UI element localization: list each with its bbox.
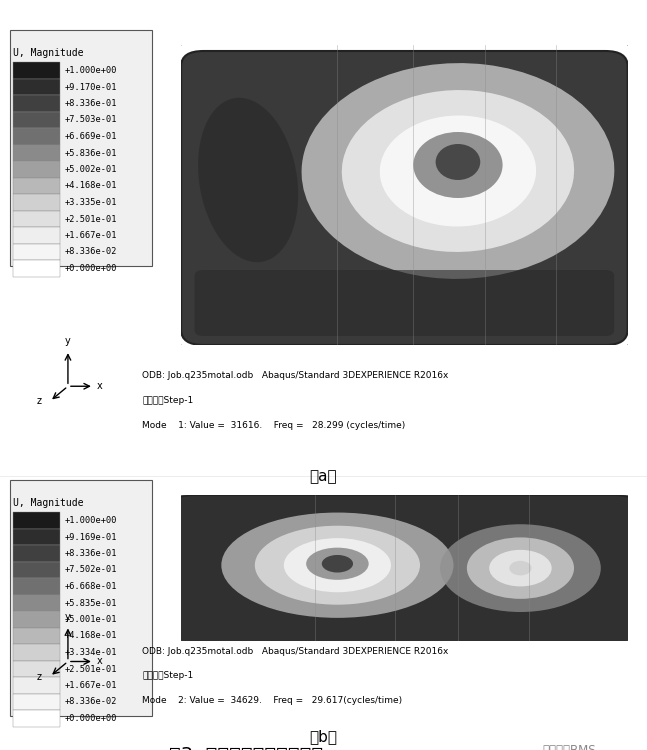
Ellipse shape (322, 555, 353, 572)
Text: +8.336e-01: +8.336e-01 (65, 99, 117, 108)
Text: +1.667e-01: +1.667e-01 (65, 231, 117, 240)
FancyBboxPatch shape (10, 480, 152, 716)
Text: U, Magnitude: U, Magnitude (13, 49, 83, 58)
FancyBboxPatch shape (13, 611, 60, 628)
Text: +9.170e-01: +9.170e-01 (65, 82, 117, 92)
Ellipse shape (467, 538, 574, 598)
Text: +9.169e-01: +9.169e-01 (65, 532, 117, 542)
Text: y: y (65, 612, 71, 622)
Text: Mode    1: Value =  31616.    Freq =   28.299 (cycles/time): Mode 1: Value = 31616. Freq = 28.299 (cy… (142, 421, 406, 430)
Text: +5.836e-01: +5.836e-01 (65, 148, 117, 158)
FancyBboxPatch shape (13, 710, 60, 727)
FancyBboxPatch shape (195, 270, 614, 336)
Text: y: y (65, 337, 71, 346)
FancyBboxPatch shape (13, 529, 60, 545)
Ellipse shape (255, 526, 420, 605)
Text: z: z (37, 671, 42, 682)
Text: +0.000e+00: +0.000e+00 (65, 264, 117, 273)
FancyBboxPatch shape (13, 562, 60, 578)
Text: 分析步：Step-1: 分析步：Step-1 (142, 671, 193, 680)
Text: +0.000e+00: +0.000e+00 (65, 714, 117, 723)
Text: U, Magnitude: U, Magnitude (13, 499, 83, 508)
FancyBboxPatch shape (13, 95, 60, 112)
Ellipse shape (509, 561, 532, 575)
Text: +1.000e+00: +1.000e+00 (65, 66, 117, 75)
Text: +4.168e-01: +4.168e-01 (65, 182, 117, 190)
FancyBboxPatch shape (13, 128, 60, 145)
Text: +5.001e-01: +5.001e-01 (65, 615, 117, 624)
Text: +6.668e-01: +6.668e-01 (65, 582, 117, 591)
Ellipse shape (380, 116, 536, 226)
FancyBboxPatch shape (13, 694, 60, 710)
Text: +5.002e-01: +5.002e-01 (65, 165, 117, 174)
FancyBboxPatch shape (177, 495, 632, 643)
FancyBboxPatch shape (13, 161, 60, 178)
Text: x: x (97, 656, 103, 667)
Text: +1.667e-01: +1.667e-01 (65, 681, 117, 690)
Text: +8.336e-01: +8.336e-01 (65, 549, 117, 558)
FancyBboxPatch shape (13, 644, 60, 661)
FancyBboxPatch shape (13, 244, 60, 260)
Text: 分析步：Step-1: 分析步：Step-1 (142, 396, 193, 405)
Ellipse shape (440, 524, 601, 612)
Text: +7.502e-01: +7.502e-01 (65, 566, 117, 574)
Ellipse shape (306, 548, 369, 580)
Ellipse shape (489, 550, 552, 586)
Text: 动力电池BMS: 动力电池BMS (543, 745, 596, 750)
Ellipse shape (413, 132, 503, 198)
FancyBboxPatch shape (13, 512, 60, 529)
Text: +8.336e-02: +8.336e-02 (65, 248, 117, 256)
FancyBboxPatch shape (13, 677, 60, 694)
Text: x: x (97, 381, 103, 392)
Ellipse shape (342, 90, 574, 252)
Text: 图3  电池箱体约束模态振型: 图3 电池箱体约束模态振型 (169, 746, 323, 750)
Text: +8.336e-02: +8.336e-02 (65, 698, 117, 706)
Text: +2.501e-01: +2.501e-01 (65, 214, 117, 223)
FancyBboxPatch shape (13, 545, 60, 562)
FancyBboxPatch shape (13, 260, 60, 277)
Text: Mode    2: Value =  34629.    Freq =   29.617(cycles/time): Mode 2: Value = 34629. Freq = 29.617(cyc… (142, 696, 402, 705)
Text: （b）: （b） (309, 729, 338, 744)
Ellipse shape (221, 512, 454, 618)
Text: +7.503e-01: +7.503e-01 (65, 116, 117, 124)
Text: +1.000e+00: +1.000e+00 (65, 516, 117, 525)
FancyBboxPatch shape (13, 628, 60, 644)
FancyBboxPatch shape (13, 178, 60, 194)
FancyBboxPatch shape (13, 62, 60, 79)
FancyBboxPatch shape (13, 112, 60, 128)
FancyBboxPatch shape (13, 227, 60, 244)
Ellipse shape (198, 98, 298, 262)
Ellipse shape (435, 144, 480, 180)
Text: +6.669e-01: +6.669e-01 (65, 132, 117, 141)
FancyBboxPatch shape (181, 51, 628, 345)
FancyBboxPatch shape (13, 661, 60, 677)
FancyBboxPatch shape (13, 595, 60, 611)
Text: +4.168e-01: +4.168e-01 (65, 632, 117, 640)
FancyBboxPatch shape (10, 30, 152, 266)
Ellipse shape (302, 63, 615, 279)
Text: ODB: Job.q235motal.odb   Abaqus/Standard 3DEXPERIENCE R2016x: ODB: Job.q235motal.odb Abaqus/Standard 3… (142, 371, 449, 380)
Text: z: z (37, 396, 42, 406)
FancyBboxPatch shape (13, 211, 60, 227)
Text: ODB: Job.q235motal.odb   Abaqus/Standard 3DEXPERIENCE R2016x: ODB: Job.q235motal.odb Abaqus/Standard 3… (142, 646, 449, 656)
FancyBboxPatch shape (13, 79, 60, 95)
Text: （a）: （a） (310, 469, 337, 484)
Text: +2.501e-01: +2.501e-01 (65, 664, 117, 674)
FancyBboxPatch shape (13, 145, 60, 161)
Ellipse shape (284, 538, 391, 592)
Text: +3.334e-01: +3.334e-01 (65, 648, 117, 657)
Text: +3.335e-01: +3.335e-01 (65, 198, 117, 207)
Text: +5.835e-01: +5.835e-01 (65, 598, 117, 608)
FancyBboxPatch shape (13, 578, 60, 595)
FancyBboxPatch shape (13, 194, 60, 211)
